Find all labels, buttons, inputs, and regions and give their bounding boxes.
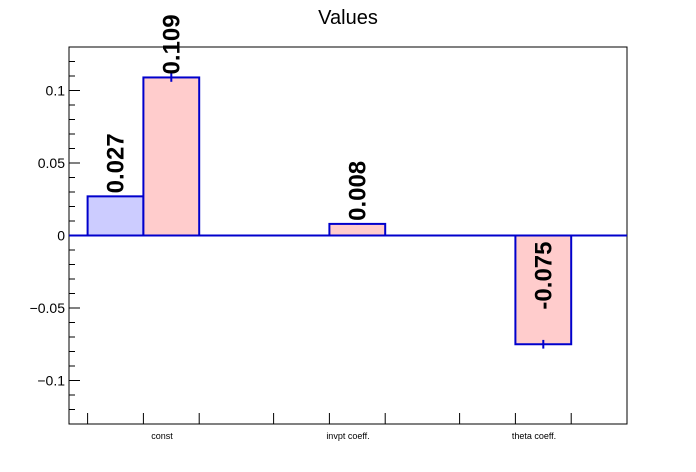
data-label: 0.109 — [158, 14, 185, 74]
chart-title: Values — [318, 7, 378, 29]
x-category-label: const — [151, 431, 173, 441]
plot-area: −0.1 −0.05 0 0.05 0.1 const invpt coeff. theta … — [30, 14, 628, 441]
data-label: 0.027 — [103, 133, 130, 193]
x-category-label: theta coeff. — [512, 431, 556, 441]
y-tick-label: −0.1 — [37, 373, 65, 389]
bar — [86, 195, 145, 237]
data-label: 0.008 — [344, 161, 371, 221]
bar — [514, 234, 573, 346]
x-category-label: invpt coeff. — [326, 431, 369, 441]
data-label: -0.075 — [530, 242, 557, 310]
y-tick-label: −0.05 — [30, 300, 66, 316]
y-tick-label: 0.1 — [46, 83, 66, 99]
bar — [142, 76, 201, 237]
y-tick-label: 0 — [57, 228, 65, 244]
bar — [328, 222, 387, 237]
y-tick-label: 0.05 — [38, 155, 65, 171]
